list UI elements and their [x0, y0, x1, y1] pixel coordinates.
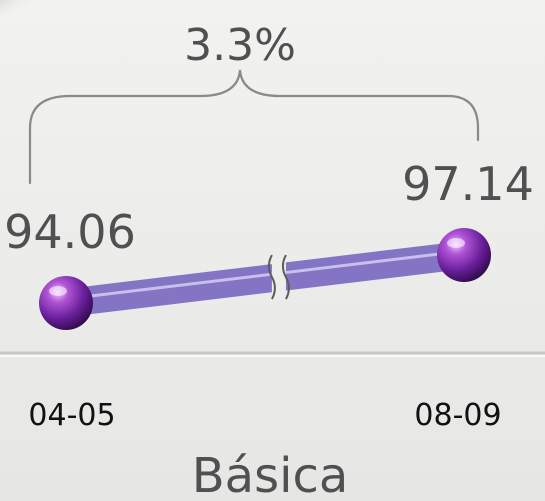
series-line-highlight — [65, 249, 465, 301]
series-line — [64, 241, 466, 317]
axis-break-mark — [267, 254, 290, 300]
data-point-08-09 — [437, 228, 491, 282]
category-label-04-05: 04-05 — [28, 398, 115, 433]
data-point-04-05 — [39, 276, 93, 330]
chart-title: Básica — [192, 448, 349, 501]
data-point-shine — [49, 286, 67, 296]
data-point-shine — [447, 238, 465, 248]
data-label-08-09: 97.14 — [402, 157, 534, 211]
category-label-08-09: 08-09 — [414, 398, 501, 433]
data-label-04-05: 94.06 — [4, 205, 136, 259]
change-bracket — [28, 69, 480, 185]
corner-shadow — [0, 0, 64, 32]
series-layer: 94.06 97.14 — [4, 157, 534, 330]
change-label: 3.3% — [184, 20, 296, 71]
